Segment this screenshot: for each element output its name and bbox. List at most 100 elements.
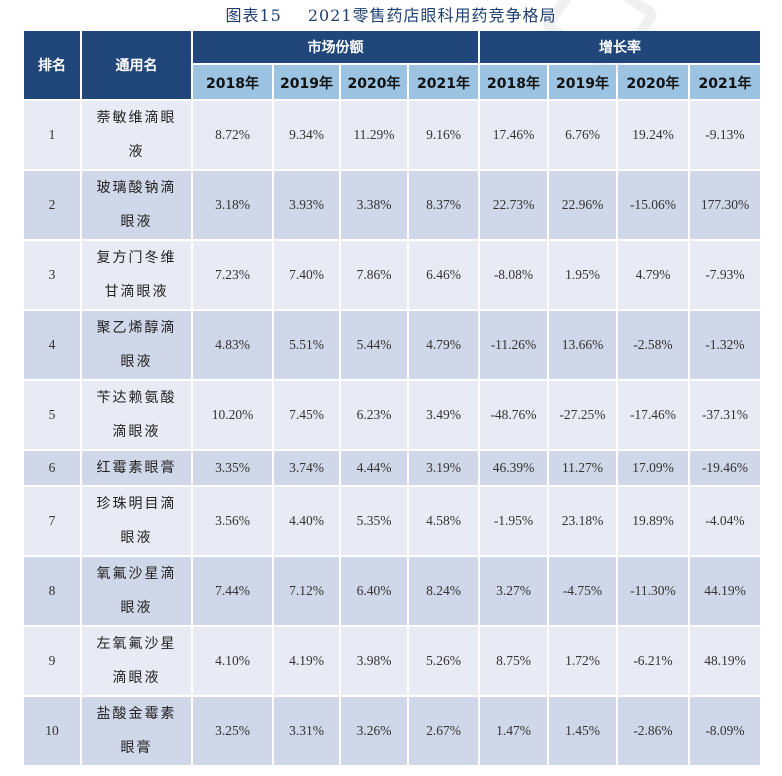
growth-cell: 46.39%: [480, 451, 547, 485]
drug-name-line2: 眼膏: [120, 740, 153, 756]
figure-caption: 2021零售药店眼科用药竞争格局: [307, 6, 557, 25]
drug-name-line1: 氧氟沙星滴: [96, 566, 177, 582]
growth-cell: 44.19%: [690, 557, 760, 625]
share-cell: 4.44%: [341, 451, 407, 485]
drug-name-line2: 甘滴眼液: [104, 284, 169, 300]
header-share-2018: 2018年: [193, 65, 272, 99]
growth-cell: 177.30%: [690, 171, 760, 239]
growth-cell: 23.18%: [549, 487, 616, 555]
growth-cell: -1.32%: [690, 311, 760, 379]
share-cell: 4.19%: [274, 627, 339, 695]
share-cell: 3.49%: [409, 381, 478, 449]
growth-cell: -17.46%: [618, 381, 688, 449]
growth-cell: 11.27%: [549, 451, 616, 485]
share-cell: 4.79%: [409, 311, 478, 379]
table-row: 7 珍珠明目滴 眼液 3.56% 4.40% 5.35% 4.58% -1.95% 23.18%…: [24, 487, 760, 555]
header-rank: 排名: [24, 31, 80, 99]
header-share-2020: 2020年: [341, 65, 407, 99]
growth-cell: 19.89%: [618, 487, 688, 555]
table-row: 9 左氧氟沙星 滴眼液 4.10% 4.19% 3.98% 5.26% 8.75% 1.72% -…: [24, 627, 760, 695]
table-row: 1 萘敏维滴眼液 8.72% 9.34% 11.29% 9.16% 17.46% 6.76% 1…: [24, 101, 760, 169]
growth-cell: -4.75%: [549, 557, 616, 625]
table-row: 8 氧氟沙星滴 眼液 7.44% 7.12% 6.40% 8.24% 3.27% -4.75% -…: [24, 557, 760, 625]
figure-number: 图表15: [225, 6, 282, 25]
drug-name-line1: 左氧氟沙星: [96, 636, 177, 652]
share-cell: 3.98%: [341, 627, 407, 695]
share-cell: 3.93%: [274, 171, 339, 239]
share-cell: 3.56%: [193, 487, 272, 555]
drug-name-cell: 玻璃酸钠滴 眼液: [82, 171, 191, 239]
table-row: 5 苄达赖氨酸 滴眼液 10.20% 7.45% 6.23% 3.49% -48.76% -27…: [24, 381, 760, 449]
share-cell: 5.51%: [274, 311, 339, 379]
figure-title: 图表15 2021零售药店眼科用药竞争格局: [0, 2, 782, 26]
rank-cell: 6: [24, 451, 80, 485]
drug-name-cell: 氧氟沙星滴 眼液: [82, 557, 191, 625]
rank-cell: 8: [24, 557, 80, 625]
rank-cell: 3: [24, 241, 80, 309]
growth-cell: 1.47%: [480, 697, 547, 765]
growth-cell: 1.95%: [549, 241, 616, 309]
drug-name-cell: 萘敏维滴眼液: [82, 101, 191, 169]
table-row: 2 玻璃酸钠滴 眼液 3.18% 3.93% 3.38% 8.37% 22.73% 22.96%…: [24, 171, 760, 239]
growth-cell: 22.73%: [480, 171, 547, 239]
share-cell: 5.26%: [409, 627, 478, 695]
drug-name-line2: 滴眼液: [112, 670, 161, 686]
header-market-share: 市场份额: [193, 31, 478, 63]
growth-cell: -2.86%: [618, 697, 688, 765]
table-body: 1 萘敏维滴眼液 8.72% 9.34% 11.29% 9.16% 17.46% 6.76% 1…: [24, 101, 760, 765]
rank-cell: 4: [24, 311, 80, 379]
drug-name-cell: 盐酸金霉素 眼膏: [82, 697, 191, 765]
table-row: 4 聚乙烯醇滴 眼液 4.83% 5.51% 5.44% 4.79% -11.26% 13.66…: [24, 311, 760, 379]
share-cell: 11.29%: [341, 101, 407, 169]
rank-cell: 2: [24, 171, 80, 239]
growth-cell: -48.76%: [480, 381, 547, 449]
drug-name-line1: 聚乙烯醇滴: [96, 320, 177, 336]
growth-cell: -7.93%: [690, 241, 760, 309]
share-cell: 7.40%: [274, 241, 339, 309]
share-cell: 5.35%: [341, 487, 407, 555]
drug-name-line2: 眼液: [120, 354, 153, 370]
growth-cell: 6.76%: [549, 101, 616, 169]
growth-cell: -4.04%: [690, 487, 760, 555]
share-cell: 4.83%: [193, 311, 272, 379]
share-cell: 3.18%: [193, 171, 272, 239]
share-cell: 8.72%: [193, 101, 272, 169]
rank-cell: 1: [24, 101, 80, 169]
header-growth-2021: 2021年: [690, 65, 760, 99]
drug-name-line1: 珍珠明目滴: [96, 496, 177, 512]
share-cell: 6.40%: [341, 557, 407, 625]
share-cell: 3.31%: [274, 697, 339, 765]
header-growth-2019: 2019年: [549, 65, 616, 99]
growth-cell: 1.45%: [549, 697, 616, 765]
growth-cell: 8.75%: [480, 627, 547, 695]
growth-cell: -1.95%: [480, 487, 547, 555]
drug-name-line2: 滴眼液: [112, 424, 161, 440]
share-cell: 3.38%: [341, 171, 407, 239]
share-cell: 9.34%: [274, 101, 339, 169]
share-cell: 3.74%: [274, 451, 339, 485]
growth-cell: -19.46%: [690, 451, 760, 485]
drug-name-cell: 红霉素眼膏: [82, 451, 191, 485]
drug-name-line2: 眼液: [120, 600, 153, 616]
share-cell: 2.67%: [409, 697, 478, 765]
drug-name-line1: 红霉素眼膏: [96, 460, 177, 476]
drug-name-line2: 眼液: [120, 530, 153, 546]
growth-cell: -8.08%: [480, 241, 547, 309]
share-cell: 7.12%: [274, 557, 339, 625]
share-cell: 8.24%: [409, 557, 478, 625]
share-cell: 7.44%: [193, 557, 272, 625]
header-growth-rate: 增长率: [480, 31, 760, 63]
competition-table: 排名 通用名 市场份额 增长率 2018年 2019年 2020年 2021年 …: [22, 29, 762, 767]
header-growth-2018: 2018年: [480, 65, 547, 99]
growth-cell: -9.13%: [690, 101, 760, 169]
growth-cell: -8.09%: [690, 697, 760, 765]
header-name: 通用名: [82, 31, 191, 99]
growth-cell: 22.96%: [549, 171, 616, 239]
growth-cell: -2.58%: [618, 311, 688, 379]
table-row: 10 盐酸金霉素 眼膏 3.25% 3.31% 3.26% 2.67% 1.47% 1.45% -…: [24, 697, 760, 765]
header-share-2021: 2021年: [409, 65, 478, 99]
drug-name-cell: 复方门冬维 甘滴眼液: [82, 241, 191, 309]
growth-cell: -11.30%: [618, 557, 688, 625]
share-cell: 7.86%: [341, 241, 407, 309]
rank-cell: 7: [24, 487, 80, 555]
